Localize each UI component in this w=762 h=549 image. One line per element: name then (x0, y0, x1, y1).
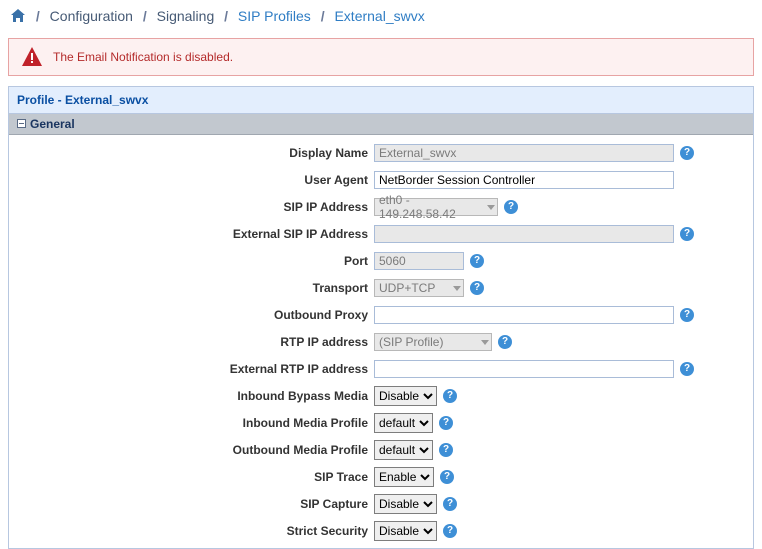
label-sip-ip: SIP IP Address (9, 200, 374, 214)
breadcrumb-sip-profiles[interactable]: SIP Profiles (238, 8, 311, 24)
warning-icon (21, 46, 43, 68)
ext-rtp-ip-input[interactable] (374, 360, 674, 378)
sip-capture-select[interactable]: Disable (374, 494, 437, 514)
label-ext-sip-ip: External SIP IP Address (9, 227, 374, 241)
alert-banner: The Email Notification is disabled. (8, 38, 754, 76)
display-name-input (374, 144, 674, 162)
label-outbound-proxy: Outbound Proxy (9, 308, 374, 322)
help-icon[interactable]: ? (443, 524, 457, 538)
breadcrumb-signaling[interactable]: Signaling (157, 8, 215, 24)
rtp-ip-select: (SIP Profile) (374, 333, 492, 351)
user-agent-input[interactable] (374, 171, 674, 189)
label-sip-trace: SIP Trace (9, 470, 374, 484)
section-title: General (30, 117, 75, 131)
label-inbound-media-profile: Inbound Media Profile (9, 416, 374, 430)
panel-header: Profile - External_swvx (9, 87, 753, 114)
form-body: Display Name ? User Agent SIP IP Address… (9, 135, 753, 541)
transport-value: UDP+TCP (379, 281, 435, 295)
section-general[interactable]: General (9, 114, 753, 135)
help-icon[interactable]: ? (470, 281, 484, 295)
breadcrumb: / Configuration / Signaling / SIP Profil… (0, 0, 762, 32)
breadcrumb-sep: / (224, 8, 228, 24)
rtp-ip-value: (SIP Profile) (379, 335, 443, 349)
help-icon[interactable]: ? (498, 335, 512, 349)
ext-sip-ip-input (374, 225, 674, 243)
breadcrumb-current[interactable]: External_swvx (334, 8, 424, 24)
alert-text: The Email Notification is disabled. (53, 50, 233, 64)
help-icon[interactable]: ? (439, 416, 453, 430)
label-sip-capture: SIP Capture (9, 497, 374, 511)
inbound-media-profile-select[interactable]: default (374, 413, 433, 433)
sip-ip-select: eth0 - 149.248.58.42 (374, 198, 498, 216)
help-icon[interactable]: ? (443, 389, 457, 403)
breadcrumb-sep: / (321, 8, 325, 24)
transport-select: UDP+TCP (374, 279, 464, 297)
breadcrumb-sep: / (143, 8, 147, 24)
label-outbound-media-profile: Outbound Media Profile (9, 443, 374, 457)
help-icon[interactable]: ? (504, 200, 518, 214)
label-rtp-ip: RTP IP address (9, 335, 374, 349)
label-transport: Transport (9, 281, 374, 295)
breadcrumb-sep: / (36, 8, 40, 24)
label-inbound-bypass: Inbound Bypass Media (9, 389, 374, 403)
home-icon[interactable] (10, 8, 30, 24)
help-icon[interactable]: ? (439, 443, 453, 457)
help-icon[interactable]: ? (470, 254, 484, 268)
inbound-bypass-select[interactable]: Disable (374, 386, 437, 406)
help-icon[interactable]: ? (443, 497, 457, 511)
breadcrumb-configuration[interactable]: Configuration (50, 8, 133, 24)
profile-panel: Profile - External_swvx General Display … (8, 86, 754, 549)
help-icon[interactable]: ? (680, 227, 694, 241)
strict-security-select[interactable]: Disable (374, 521, 437, 541)
outbound-proxy-input[interactable] (374, 306, 674, 324)
label-port: Port (9, 254, 374, 268)
label-user-agent: User Agent (9, 173, 374, 187)
sip-ip-value: eth0 - 149.248.58.42 (379, 193, 481, 221)
port-input (374, 252, 464, 270)
label-display-name: Display Name (9, 146, 374, 160)
help-icon[interactable]: ? (440, 470, 454, 484)
help-icon[interactable]: ? (680, 362, 694, 376)
collapse-icon[interactable] (17, 119, 26, 128)
help-icon[interactable]: ? (680, 308, 694, 322)
label-strict-security: Strict Security (9, 524, 374, 538)
label-ext-rtp-ip: External RTP IP address (9, 362, 374, 376)
outbound-media-profile-select[interactable]: default (374, 440, 433, 460)
help-icon[interactable]: ? (680, 146, 694, 160)
sip-trace-select[interactable]: Enable (374, 467, 434, 487)
